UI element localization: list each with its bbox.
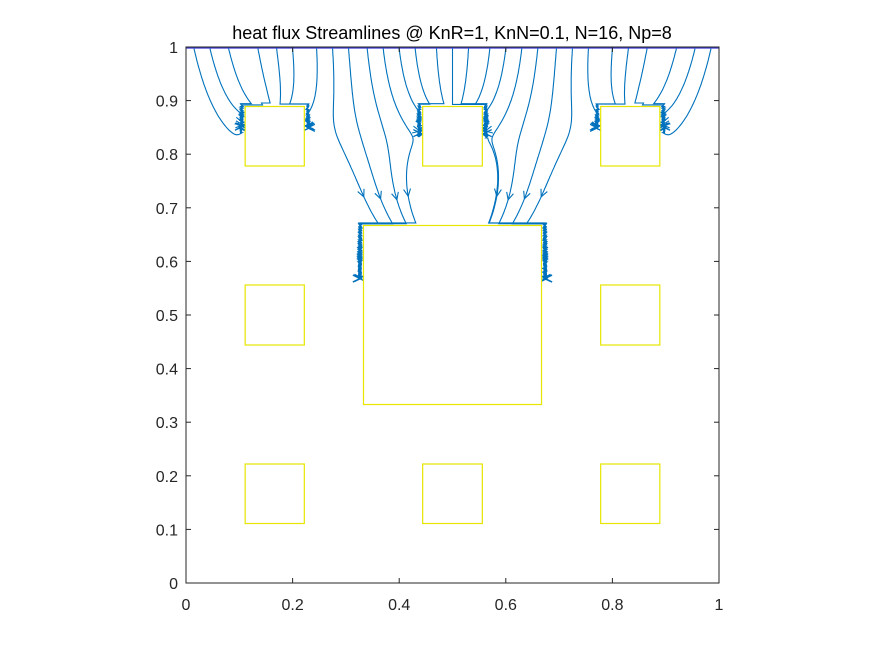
streamline-11 bbox=[354, 48, 417, 283]
streamline-arrow bbox=[354, 274, 363, 283]
axes: 0 0.2 0.4 0.6 0.8 1 0 0.1 0.2 0.3 0.4 0.5 0.6 0.7 0.8 0… bbox=[156, 40, 724, 614]
y-tick-label: 0.3 bbox=[156, 415, 178, 432]
streamline-arrow bbox=[493, 188, 502, 198]
streamline-arrow bbox=[413, 129, 422, 138]
obstacle-2 bbox=[422, 105, 483, 167]
chart-title: heat flux Streamlines @ KnR=1, KnN=0.1, … bbox=[232, 23, 672, 43]
x-tick-label: 1 bbox=[715, 597, 724, 614]
streamline-22 bbox=[526, 48, 573, 283]
streamline-arrow bbox=[540, 188, 548, 198]
streamline-path bbox=[660, 48, 696, 127]
obstacle-7 bbox=[244, 463, 305, 525]
obstacle-3 bbox=[600, 105, 661, 167]
obstacle-9 bbox=[600, 463, 661, 525]
streamline-arrow bbox=[391, 191, 399, 202]
streamline-layer bbox=[193, 48, 712, 283]
obstacle-1 bbox=[244, 105, 305, 167]
obstacle-4 bbox=[244, 284, 305, 346]
streamline-12 bbox=[398, 48, 427, 137]
x-tick-label: 0.8 bbox=[601, 597, 623, 614]
streamline-arrow bbox=[403, 188, 412, 198]
streamline-arrow bbox=[523, 190, 531, 200]
streamline-18 bbox=[478, 48, 507, 137]
obstacle-6 bbox=[600, 284, 661, 346]
streamline-arrow bbox=[657, 124, 667, 133]
streamline-arrow bbox=[543, 274, 553, 283]
obstacle-5 bbox=[362, 224, 543, 406]
x-tick-label: 0.2 bbox=[281, 597, 303, 614]
streamline-path bbox=[482, 48, 507, 137]
y-tick-label: 0.1 bbox=[156, 522, 178, 539]
streamline-4 bbox=[234, 48, 271, 131]
y-tick-label: 0 bbox=[169, 576, 178, 593]
streamline-path bbox=[193, 48, 245, 136]
streamline-arrow bbox=[374, 190, 382, 200]
y-tick-label: 0.6 bbox=[156, 254, 178, 271]
x-tick-label: 0.6 bbox=[495, 597, 517, 614]
streamline-path bbox=[660, 48, 712, 136]
obstacle-8 bbox=[422, 463, 483, 525]
streamline-arrow bbox=[357, 188, 365, 198]
y-tick-label: 0.4 bbox=[156, 362, 178, 379]
streamline-25 bbox=[591, 48, 629, 131]
x-tick-label: 0.4 bbox=[388, 597, 410, 614]
streamline-path bbox=[304, 48, 318, 129]
y-tick-label: 0.8 bbox=[156, 147, 178, 164]
y-tick-label: 1 bbox=[169, 40, 178, 57]
streamline-arrow bbox=[591, 122, 601, 131]
y-tick-label: 0.7 bbox=[156, 201, 178, 218]
streamline-arrow bbox=[657, 123, 667, 132]
streamline-path bbox=[209, 48, 245, 127]
y-tick-label: 0.2 bbox=[156, 469, 178, 486]
streamline-arrow bbox=[234, 122, 244, 131]
y-tick-label: 0.9 bbox=[156, 94, 178, 111]
streamline-1 bbox=[193, 48, 248, 136]
x-tick-label: 0 bbox=[182, 597, 191, 614]
streamline-arrow bbox=[234, 116, 244, 125]
obstacle-layer bbox=[244, 105, 661, 525]
streamline-29 bbox=[657, 48, 712, 136]
streamline-2 bbox=[209, 48, 245, 131]
streamline-28 bbox=[660, 48, 696, 131]
streamline-arrow bbox=[589, 123, 599, 132]
streamline-arrow bbox=[660, 120, 670, 129]
y-tick-label: 0.5 bbox=[156, 308, 178, 325]
streamline-arrow bbox=[506, 191, 514, 202]
